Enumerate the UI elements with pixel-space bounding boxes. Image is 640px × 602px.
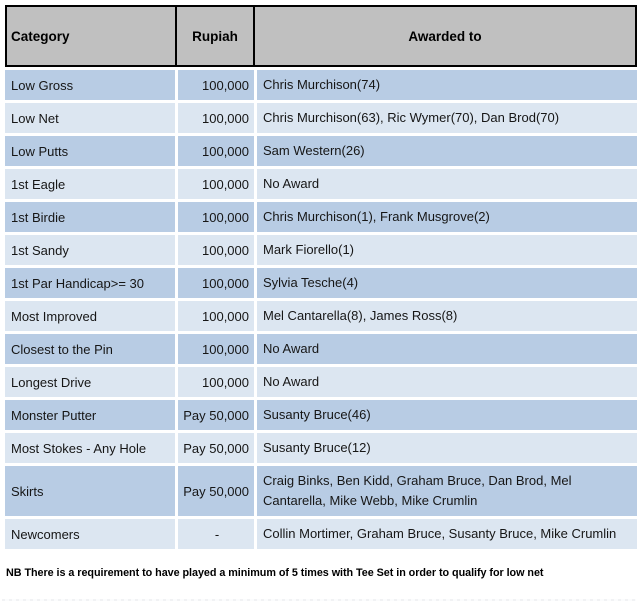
- awarded-cell: Susanty Bruce(12): [257, 433, 637, 463]
- category-cell: Most Stokes - Any Hole: [5, 433, 175, 463]
- awarded-cell: Sam Western(26): [257, 136, 637, 166]
- awarded-cell: Collin Mortimer, Graham Bruce, Susanty B…: [257, 519, 637, 549]
- awarded-cell: No Award: [257, 169, 637, 199]
- category-cell: 1st Sandy: [5, 235, 175, 265]
- table-row: Low Putts 100,000 Sam Western(26): [5, 136, 637, 166]
- column-header-category: Category: [7, 7, 175, 65]
- rupiah-cell: 100,000: [178, 136, 254, 166]
- rupiah-cell: 100,000: [178, 103, 254, 133]
- table-row: Most Stokes - Any Hole Pay 50,000 Susant…: [5, 433, 637, 463]
- table-row: 1st Birdie 100,000 Chris Murchison(1), F…: [5, 202, 637, 232]
- category-cell: 1st Par Handicap>= 30: [5, 268, 175, 298]
- awards-table: Category Rupiah Awarded to Low Gross 100…: [5, 5, 637, 549]
- table-body: Low Gross 100,000 Chris Murchison(74) Lo…: [5, 70, 637, 549]
- table-row: Low Gross 100,000 Chris Murchison(74): [5, 70, 637, 100]
- category-cell: Skirts: [5, 466, 175, 516]
- table-row: Most Improved 100,000 Mel Cantarella(8),…: [5, 301, 637, 331]
- awarded-cell: Chris Murchison(74): [257, 70, 637, 100]
- awarded-cell: Mark Fiorello(1): [257, 235, 637, 265]
- table-row: Newcomers - Collin Mortimer, Graham Bruc…: [5, 519, 637, 549]
- rupiah-cell: Pay 50,000: [178, 400, 254, 430]
- category-cell: 1st Eagle: [5, 169, 175, 199]
- rupiah-cell: Pay 50,000: [178, 433, 254, 463]
- rupiah-cell: 100,000: [178, 367, 254, 397]
- awarded-cell: No Award: [257, 334, 637, 364]
- table-row: Closest to the Pin 100,000 No Award: [5, 334, 637, 364]
- awarded-cell: Craig Binks, Ben Kidd, Graham Bruce, Dan…: [257, 466, 637, 516]
- rupiah-cell: 100,000: [178, 235, 254, 265]
- category-cell: Low Putts: [5, 136, 175, 166]
- rupiah-cell: 100,000: [178, 301, 254, 331]
- awarded-cell: Chris Murchison(1), Frank Musgrove(2): [257, 202, 637, 232]
- awarded-cell: Sylvia Tesche(4): [257, 268, 637, 298]
- column-header-awarded-to: Awarded to: [255, 7, 635, 65]
- category-cell: Closest to the Pin: [5, 334, 175, 364]
- awarded-cell: Susanty Bruce(46): [257, 400, 637, 430]
- awarded-cell: Mel Cantarella(8), James Ross(8): [257, 301, 637, 331]
- cropped-text-artifact: [2, 599, 636, 601]
- category-cell: Longest Drive: [5, 367, 175, 397]
- rupiah-cell: Pay 50,000: [178, 466, 254, 516]
- rupiah-cell: 100,000: [178, 334, 254, 364]
- rupiah-cell: 100,000: [178, 202, 254, 232]
- category-cell: Low Gross: [5, 70, 175, 100]
- footnote: NB There is a requirement to have played…: [6, 567, 544, 579]
- rupiah-cell: 100,000: [178, 70, 254, 100]
- table-header-row: Category Rupiah Awarded to: [5, 5, 637, 67]
- table-row: 1st Eagle 100,000 No Award: [5, 169, 637, 199]
- awarded-cell: Chris Murchison(63), Ric Wymer(70), Dan …: [257, 103, 637, 133]
- category-cell: Monster Putter: [5, 400, 175, 430]
- table-row: 1st Sandy 100,000 Mark Fiorello(1): [5, 235, 637, 265]
- table-row: Low Net 100,000 Chris Murchison(63), Ric…: [5, 103, 637, 133]
- rupiah-cell: -: [178, 519, 254, 549]
- rupiah-cell: 100,000: [178, 169, 254, 199]
- rupiah-cell: 100,000: [178, 268, 254, 298]
- category-cell: 1st Birdie: [5, 202, 175, 232]
- table-row: Monster Putter Pay 50,000 Susanty Bruce(…: [5, 400, 637, 430]
- table-row: Skirts Pay 50,000 Craig Binks, Ben Kidd,…: [5, 466, 637, 516]
- category-cell: Newcomers: [5, 519, 175, 549]
- category-cell: Low Net: [5, 103, 175, 133]
- table-row: Longest Drive 100,000 No Award: [5, 367, 637, 397]
- column-header-rupiah: Rupiah: [177, 7, 253, 65]
- awarded-cell: No Award: [257, 367, 637, 397]
- table-row: 1st Par Handicap>= 30 100,000 Sylvia Tes…: [5, 268, 637, 298]
- category-cell: Most Improved: [5, 301, 175, 331]
